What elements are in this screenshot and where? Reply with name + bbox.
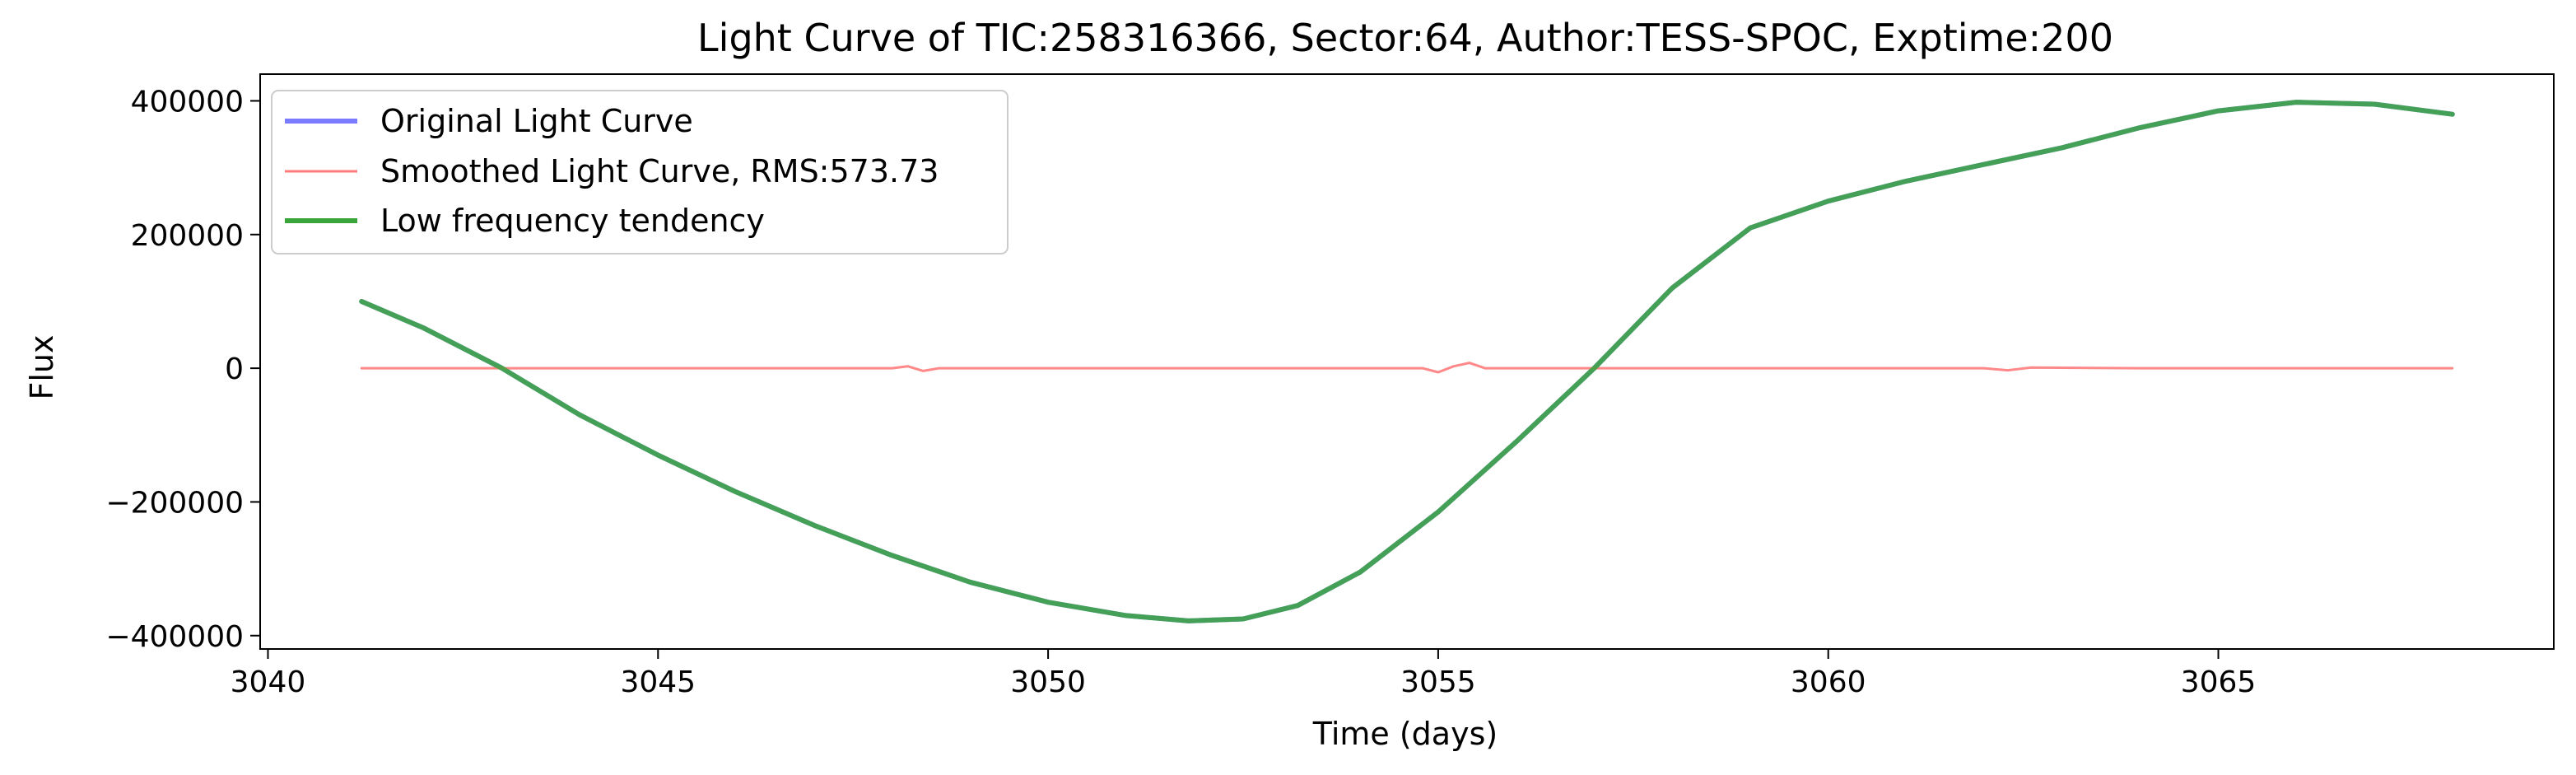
y-tick-label: 0 bbox=[225, 352, 244, 386]
x-tick-label: 3045 bbox=[620, 665, 696, 699]
x-tick-label: 3050 bbox=[1010, 665, 1086, 699]
legend: Original Light Curve Smoothed Light Curv… bbox=[271, 90, 1009, 254]
legend-label-low-frequency: Low frequency tendency bbox=[380, 203, 765, 239]
chart-title: Light Curve of TIC:258316366, Sector:64,… bbox=[697, 16, 2113, 60]
plot-frame bbox=[259, 73, 2555, 650]
x-axis-ticks: 3040 3045 3050 3055 3060 3065 bbox=[231, 649, 2257, 699]
x-tick-label: 3040 bbox=[231, 665, 306, 699]
y-tick-label: 400000 bbox=[131, 85, 244, 119]
y-tick-label: 200000 bbox=[131, 219, 244, 253]
x-tick-label: 3065 bbox=[2181, 665, 2257, 699]
x-tick-label: 3060 bbox=[1791, 665, 1866, 699]
plot-area bbox=[359, 100, 2455, 623]
y-axis-ticks: 400000 200000 0 −200000 −400000 bbox=[105, 85, 260, 654]
legend-label-smoothed: Smoothed Light Curve, RMS:573.73 bbox=[380, 153, 939, 189]
series-line-smoothed bbox=[360, 362, 2454, 374]
y-tick-label: −200000 bbox=[105, 486, 244, 520]
x-tick-label: 3055 bbox=[1400, 665, 1476, 699]
series-line-low-frequency bbox=[359, 100, 2455, 623]
x-axis-label: Time (days) bbox=[1312, 716, 1498, 752]
legend-box bbox=[271, 90, 1009, 254]
y-tick-label: −400000 bbox=[105, 620, 244, 654]
y-axis-label: Flux bbox=[24, 335, 60, 400]
legend-label-original: Original Light Curve bbox=[380, 103, 693, 139]
